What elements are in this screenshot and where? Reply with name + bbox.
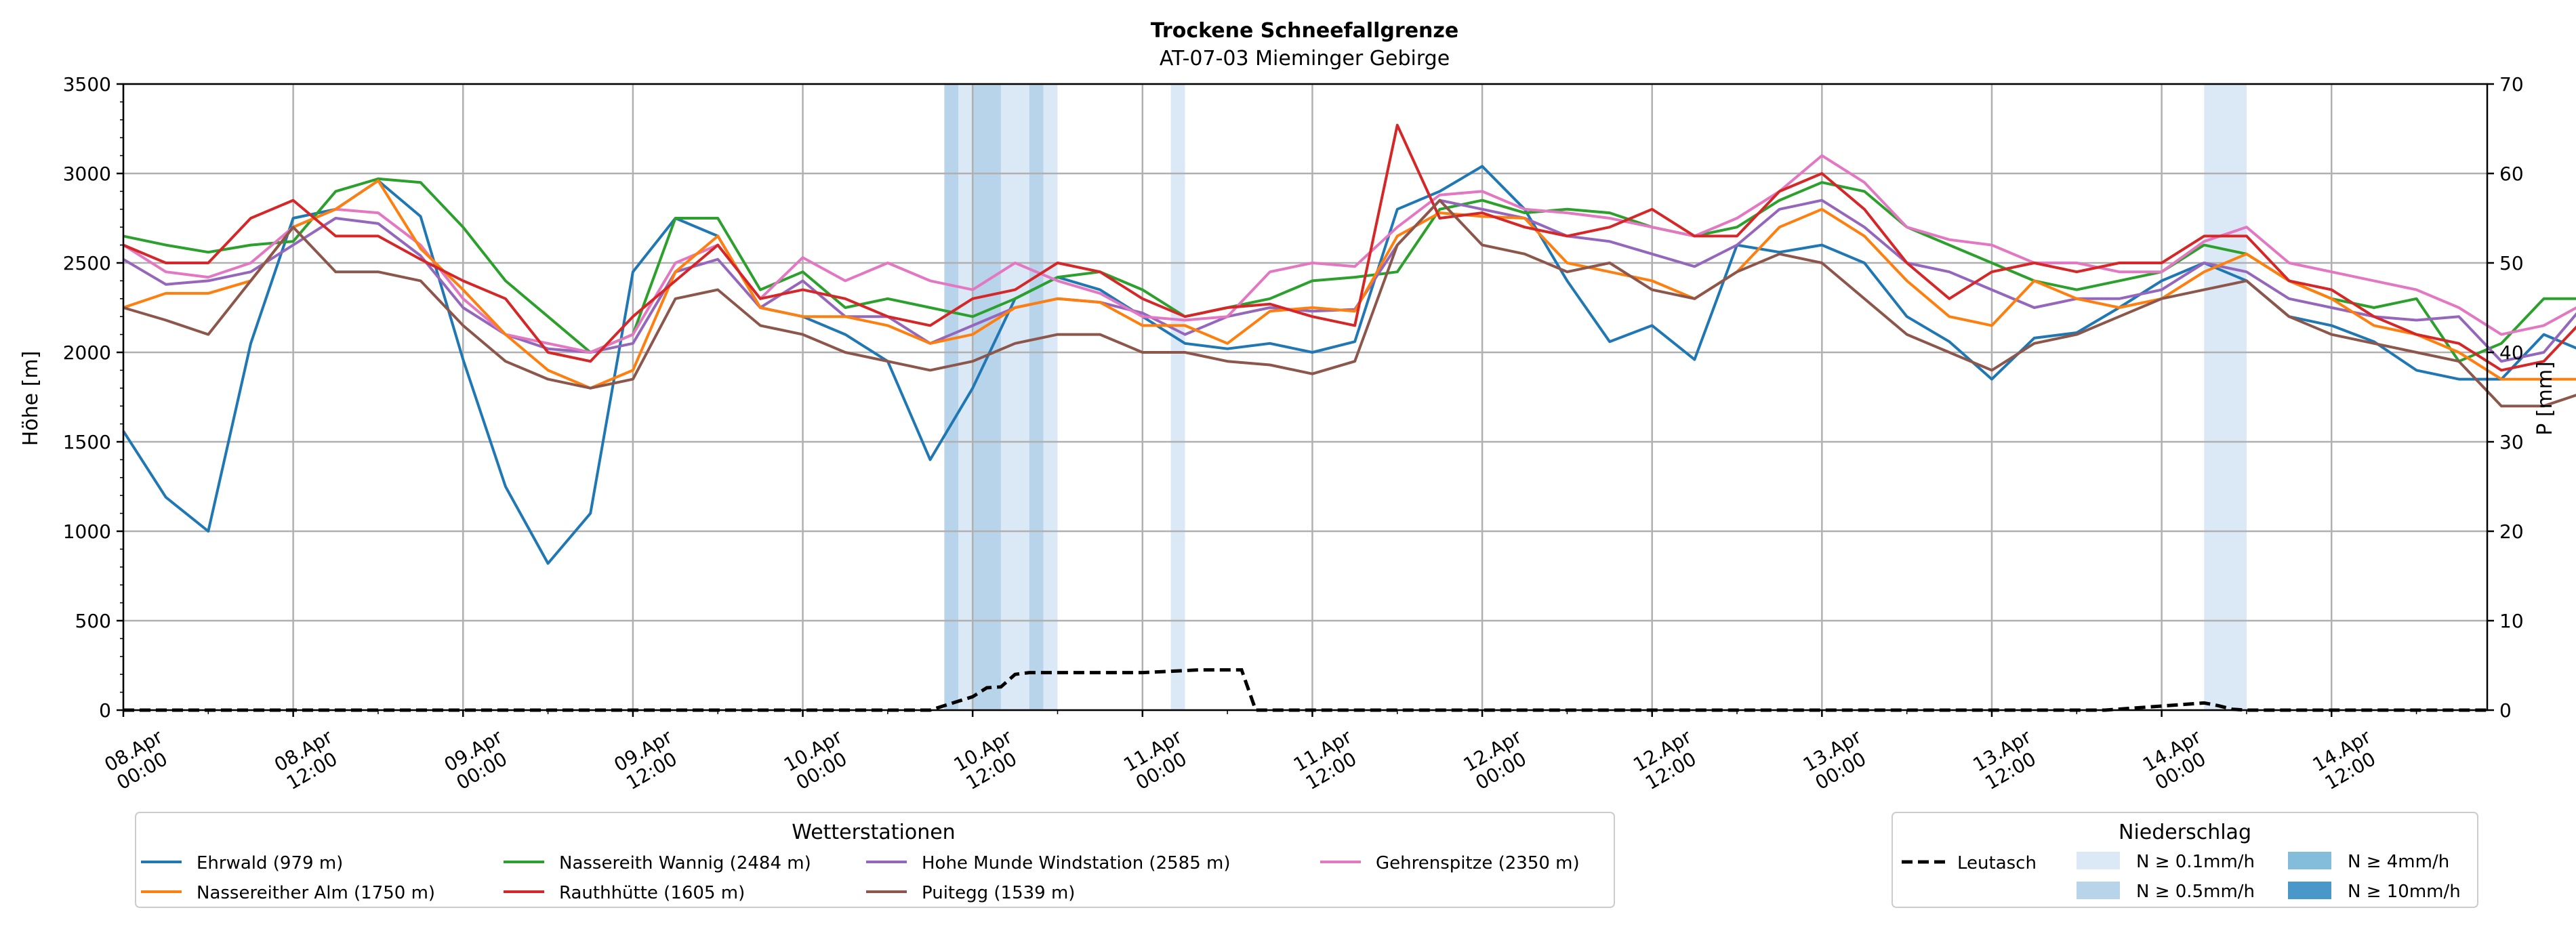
x-tick-label-96: 12.Apr00:00 — [1460, 725, 1536, 795]
legend-label-1: Nassereither Alm (1750 m) — [197, 883, 435, 903]
x-tick-label-156: 14.Apr12:00 — [2309, 725, 2386, 795]
legend-stations: Wetterstationen Ehrwald (979 m) Nassereit… — [135, 812, 1615, 908]
legend-stations-box — [135, 812, 1615, 908]
y-tick-label-2000: 2000 — [63, 342, 111, 364]
y-tick-label-0: 0 — [99, 699, 111, 722]
legend-label-5: Puitegg (1539 m) — [922, 883, 1075, 903]
x-tick-label-36: 09.Apr12:00 — [610, 725, 687, 795]
series-line-4 — [123, 179, 2576, 390]
station-lines — [122, 123, 2576, 565]
series-line-0 — [122, 165, 2576, 565]
x-tick-label-120: 13.Apr00:00 — [1799, 725, 1876, 795]
series-line-3 — [122, 154, 2576, 354]
precip-band-5 — [1043, 84, 1058, 710]
precip-band-4 — [1029, 84, 1044, 710]
x-tick-label-132: 13.Apr12:00 — [1969, 725, 2045, 795]
y2-tick-label-20: 20 — [2499, 520, 2524, 543]
legend-label-6: Gehrenspitze (2350 m) — [1376, 853, 1580, 873]
precipitation-line — [123, 668, 2487, 712]
y-tick-label-1500: 1500 — [63, 431, 111, 453]
x-axis-ticks: 08.Apr00:00 08.Apr12:00 09.Apr00:00 09.Apr1… — [100, 710, 2417, 795]
series-line-5 — [123, 123, 2576, 372]
y-tick-label-500: 500 — [75, 610, 111, 632]
y-axis-ticks: 0 500 1000 1500 2000 2500 3000 3500 — [63, 73, 123, 722]
x-tick-label-144: 14.Apr00:00 — [2139, 725, 2215, 795]
series-line-6 — [123, 199, 2576, 408]
y-tick-label-3500: 3500 — [63, 73, 111, 96]
legend-level-swatch-3 — [2288, 882, 2331, 899]
legend-level-label-1: N ≥ 0.5mm/h — [2136, 882, 2255, 902]
legend-precip: Niederschlag Leutasch N ≥ 0.1mm/h N ≥ 0.5… — [1892, 812, 2478, 908]
legend-level-label-2: N ≥ 4mm/h — [2348, 852, 2449, 872]
precip-line-leutasch — [123, 668, 2487, 712]
legend-leutasch-label: Leutasch — [1957, 853, 2037, 873]
y2-tick-label-50: 50 — [2499, 252, 2524, 274]
precip-band-7 — [2204, 84, 2247, 710]
x-tick-label-72: 11.Apr00:00 — [1120, 725, 1196, 795]
legend-level-label-0: N ≥ 0.1mm/h — [2136, 852, 2255, 872]
legend-level-swatch-2 — [2288, 852, 2331, 869]
y-tick-label-2500: 2500 — [63, 252, 111, 274]
y2-tick-label-10: 10 — [2499, 610, 2524, 632]
y-axis-label: Höhe [m] — [19, 351, 43, 447]
y2-axis-ticks: 0 10 20 30 40 50 60 70 — [2487, 73, 2524, 722]
y2-tick-label-0: 0 — [2499, 699, 2512, 722]
x-tick-label-48: 10.Apr00:00 — [780, 725, 857, 795]
precip-band-0 — [944, 84, 959, 710]
x-tick-label-108: 12.Apr12:00 — [1629, 725, 1706, 795]
legend-precip-title: Niederschlag — [2119, 821, 2251, 844]
x-tick-label-12: 08.Apr12:00 — [270, 725, 347, 795]
x-tick-label-60: 10.Apr12:00 — [950, 725, 1027, 795]
chart-title: Trockene Schneefallgrenze — [1151, 19, 1458, 43]
y2-tick-label-70: 70 — [2499, 73, 2524, 96]
x-tick-label-24: 09.Apr00:00 — [441, 725, 517, 795]
x-tick-label-84: 11.Apr12:00 — [1290, 725, 1366, 795]
axes-frame — [122, 83, 2489, 711]
y-tick-label-3000: 3000 — [63, 163, 111, 185]
legend-level-swatch-0 — [2077, 852, 2120, 869]
legend-label-3: Rauthhütte (1605 m) — [559, 883, 745, 903]
grid-lines — [122, 83, 2487, 711]
y2-tick-label-60: 60 — [2499, 163, 2524, 185]
precip-band-6 — [1170, 84, 1185, 710]
precip-band-1 — [958, 84, 973, 710]
precip-band-3 — [1000, 84, 1029, 710]
precipitation-bands — [944, 84, 2247, 710]
chart-subtitle: AT-07-03 Mieminger Gebirge — [1160, 47, 1450, 70]
plot-frame — [122, 83, 2489, 711]
y2-axis-label: P [mm] — [2533, 361, 2557, 435]
legend-label-4: Hohe Munde Windstation (2585 m) — [922, 853, 1230, 873]
legend-stations-title: Wetterstationen — [792, 821, 955, 844]
y2-tick-label-30: 30 — [2499, 431, 2524, 453]
legend-level-swatch-1 — [2077, 882, 2120, 899]
legend-label-2: Nassereith Wannig (2484 m) — [559, 853, 811, 873]
y2-tick-label-40: 40 — [2499, 342, 2524, 364]
legend-label-0: Ehrwald (979 m) — [197, 853, 343, 873]
x-tick-label-0: 08.Apr00:00 — [100, 725, 177, 795]
y-tick-label-1000: 1000 — [63, 520, 111, 543]
legend-level-label-3: N ≥ 10mm/h — [2348, 882, 2461, 902]
precip-band-2 — [973, 84, 1001, 710]
